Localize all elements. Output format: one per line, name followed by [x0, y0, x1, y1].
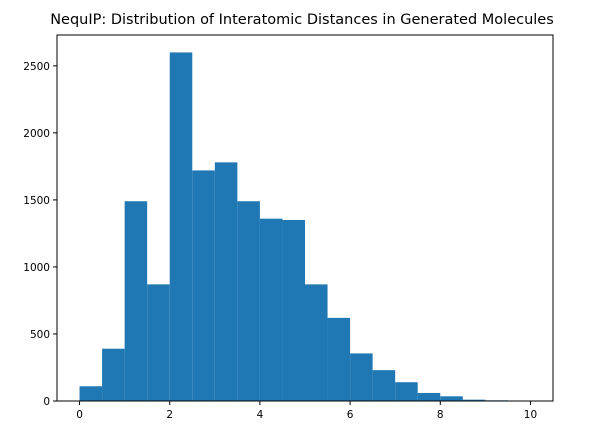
histogram-bar — [125, 201, 148, 401]
histogram-bar — [373, 370, 396, 401]
histogram-bar — [170, 52, 193, 401]
histogram-bar — [440, 396, 463, 401]
histogram-bar — [192, 170, 215, 401]
y-tick-label: 0 — [43, 396, 50, 408]
histogram-bar — [328, 318, 351, 401]
histogram-bar — [80, 386, 103, 401]
y-tick-label: 2000 — [23, 128, 50, 140]
x-tick-label: 8 — [437, 409, 444, 421]
y-tick-label: 2500 — [23, 61, 50, 73]
y-tick-label: 500 — [30, 329, 50, 341]
x-tick-label: 6 — [347, 409, 354, 421]
histogram-bar — [418, 393, 441, 401]
histogram-bar — [102, 349, 125, 401]
histogram-bar — [237, 201, 260, 401]
histogram-bar — [305, 284, 328, 401]
histogram-bar — [350, 353, 373, 401]
x-tick-label: 0 — [76, 409, 83, 421]
y-tick-label: 1000 — [23, 262, 50, 274]
histogram-bar — [395, 382, 418, 401]
chart-title: NequIP: Distribution of Interatomic Dist… — [50, 12, 554, 28]
histogram-bar — [260, 219, 283, 401]
x-tick-label: 2 — [166, 409, 173, 421]
histogram-bar — [282, 220, 305, 401]
y-tick-label: 1500 — [23, 195, 50, 207]
histogram-bar — [215, 162, 238, 401]
x-tick-label: 4 — [257, 409, 264, 421]
x-tick-label: 10 — [524, 409, 537, 421]
histogram-bar — [147, 284, 170, 401]
bars-layer — [80, 52, 531, 401]
